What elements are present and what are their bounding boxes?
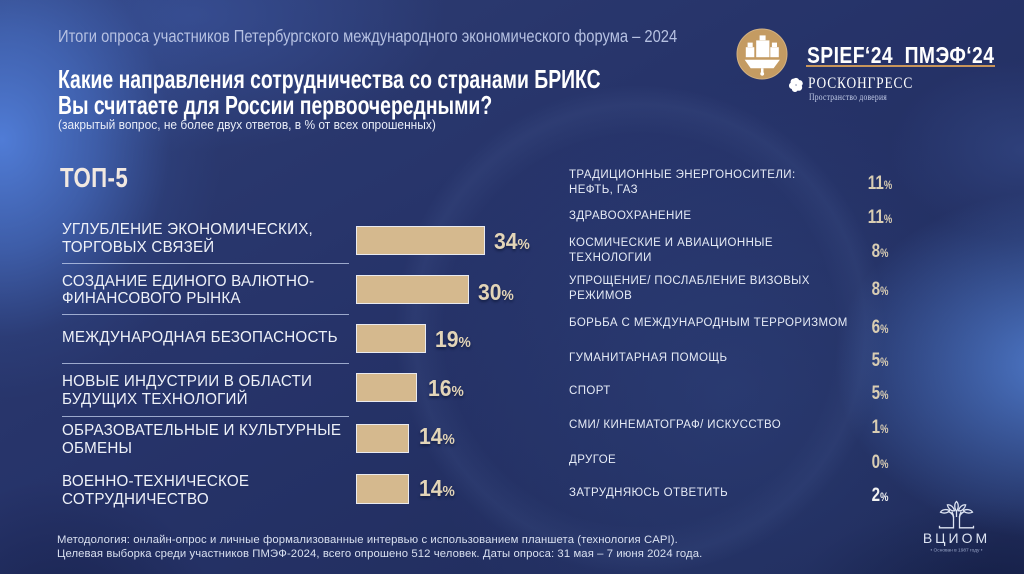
svg-text:ВЦИОМ: ВЦИОМ (923, 530, 990, 546)
svg-text:• Основан в 1987 году •: • Основан в 1987 году • (931, 548, 983, 554)
